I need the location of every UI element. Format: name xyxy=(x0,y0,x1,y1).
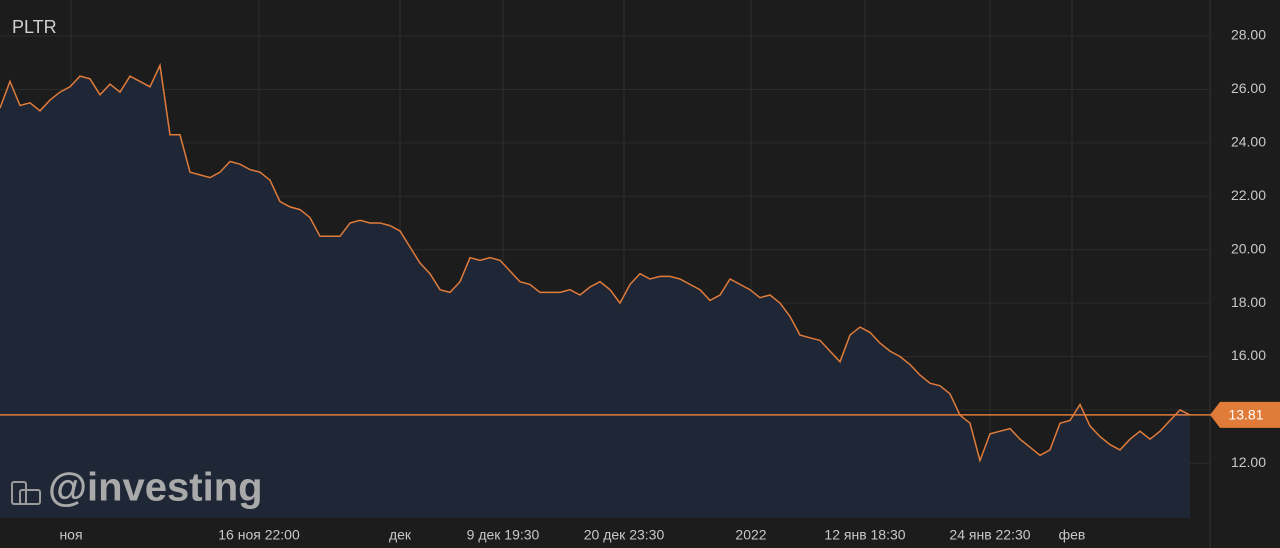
last-price-tag xyxy=(1210,401,1280,428)
y-tick-label: 26.00 xyxy=(1231,80,1266,96)
x-tick-label: 20 дек 23:30 xyxy=(584,527,665,543)
x-tick-label: 16 ноя 22:00 xyxy=(218,527,300,543)
y-tick-label: 22.00 xyxy=(1231,187,1266,203)
x-tick-label: ноя xyxy=(59,527,82,543)
area xyxy=(0,65,1190,519)
y-tick-label: 20.00 xyxy=(1231,240,1266,256)
watermark-icon xyxy=(11,481,41,505)
y-tick-label: 28.00 xyxy=(1231,27,1266,43)
x-tick-label: 12 янв 18:30 xyxy=(824,527,905,543)
x-tick-label: 9 дек 19:30 xyxy=(467,527,540,543)
y-tick-label: 24.00 xyxy=(1231,134,1266,150)
x-tick-label: 2022 xyxy=(735,527,766,543)
y-tick-label: 12.00 xyxy=(1231,454,1266,470)
line xyxy=(0,62,1191,464)
last-price-label: 13.81 xyxy=(1228,407,1263,423)
chart-title: PLTR xyxy=(12,17,57,37)
x-tick-label: фев xyxy=(1059,527,1086,543)
y-tick-label: 16.00 xyxy=(1231,347,1266,363)
x-tick-label: 24 янв 22:30 xyxy=(949,527,1030,543)
plot xyxy=(0,62,1191,519)
x-tick-label: дек xyxy=(389,527,412,543)
watermark: @investing xyxy=(48,466,263,510)
y-tick-label: 18.00 xyxy=(1231,294,1266,310)
